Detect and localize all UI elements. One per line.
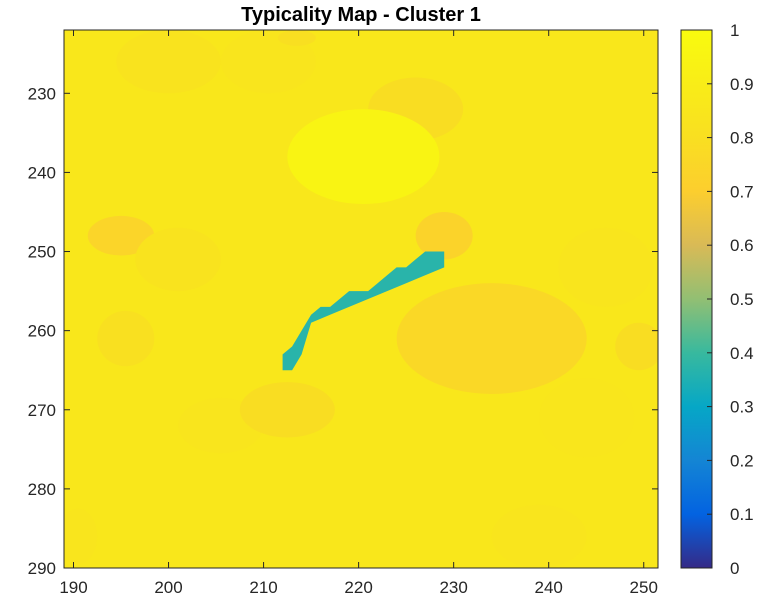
x-tick-label: 250 bbox=[630, 578, 658, 597]
y-tick-label: 260 bbox=[28, 322, 56, 341]
colorbar-tick-label: 0.2 bbox=[730, 451, 754, 470]
x-tick-label: 200 bbox=[154, 578, 182, 597]
heatmap-region bbox=[558, 227, 654, 307]
colorbar-tick-label: 0.9 bbox=[730, 75, 754, 94]
y-tick-label: 230 bbox=[28, 84, 56, 103]
heatmap-low-region bbox=[282, 251, 445, 371]
heatmap-region bbox=[615, 322, 658, 371]
heatmap-region bbox=[135, 227, 221, 292]
colorbar-gradient bbox=[680, 29, 713, 569]
colorbar-tick-label: 0.6 bbox=[730, 236, 754, 255]
heatmap-region bbox=[116, 30, 221, 94]
colorbar-tick-label: 0.8 bbox=[730, 129, 754, 148]
heatmap-region bbox=[287, 109, 440, 205]
x-tick-label: 190 bbox=[59, 578, 87, 597]
colorbar-tick-label: 0.1 bbox=[730, 505, 754, 524]
colorbar-tick-label: 0.4 bbox=[730, 344, 754, 363]
axes: 190 200 210 220 230 240 250 230 240 250 260 270 280 2… bbox=[28, 30, 658, 597]
x-tick-label: 220 bbox=[344, 578, 372, 597]
heatmap-region bbox=[415, 211, 473, 260]
heatmap-region bbox=[239, 382, 335, 438]
heatmap-region bbox=[87, 215, 155, 256]
heatmap-region bbox=[539, 378, 635, 458]
chart-title: Typicality Map - Cluster 1 bbox=[241, 4, 481, 26]
y-tick-label: 250 bbox=[28, 243, 56, 262]
y-tick-label: 270 bbox=[28, 401, 56, 420]
heatmap-region bbox=[220, 30, 316, 94]
heatmap-region bbox=[97, 310, 155, 367]
plot-frame bbox=[63, 29, 659, 569]
heatmap-image bbox=[64, 30, 658, 568]
y-tick-label: 280 bbox=[28, 480, 56, 499]
x-tick-label: 210 bbox=[249, 578, 277, 597]
colorbar-tick-label: 0.5 bbox=[730, 290, 754, 309]
heatmap-region bbox=[491, 504, 587, 568]
y-tick-label: 290 bbox=[28, 559, 56, 578]
heatmap-region bbox=[277, 30, 316, 46]
colorbar-tick-label: 0.3 bbox=[730, 398, 754, 417]
y-tick-label: 240 bbox=[28, 163, 56, 182]
heatmap-region bbox=[64, 508, 98, 565]
heatmap-region bbox=[396, 283, 587, 394]
x-tick-label: 230 bbox=[439, 578, 467, 597]
colorbar-tick-label: 0.7 bbox=[730, 182, 754, 201]
colorbar-tick-label: 1 bbox=[730, 21, 739, 40]
colorbar: 0 0.1 0.2 0.3 0.4 0.5 0.6 0.7 0.8 0.9 1 bbox=[680, 21, 754, 578]
x-tick-label: 240 bbox=[535, 578, 563, 597]
colorbar-tick-label: 0 bbox=[730, 559, 739, 578]
